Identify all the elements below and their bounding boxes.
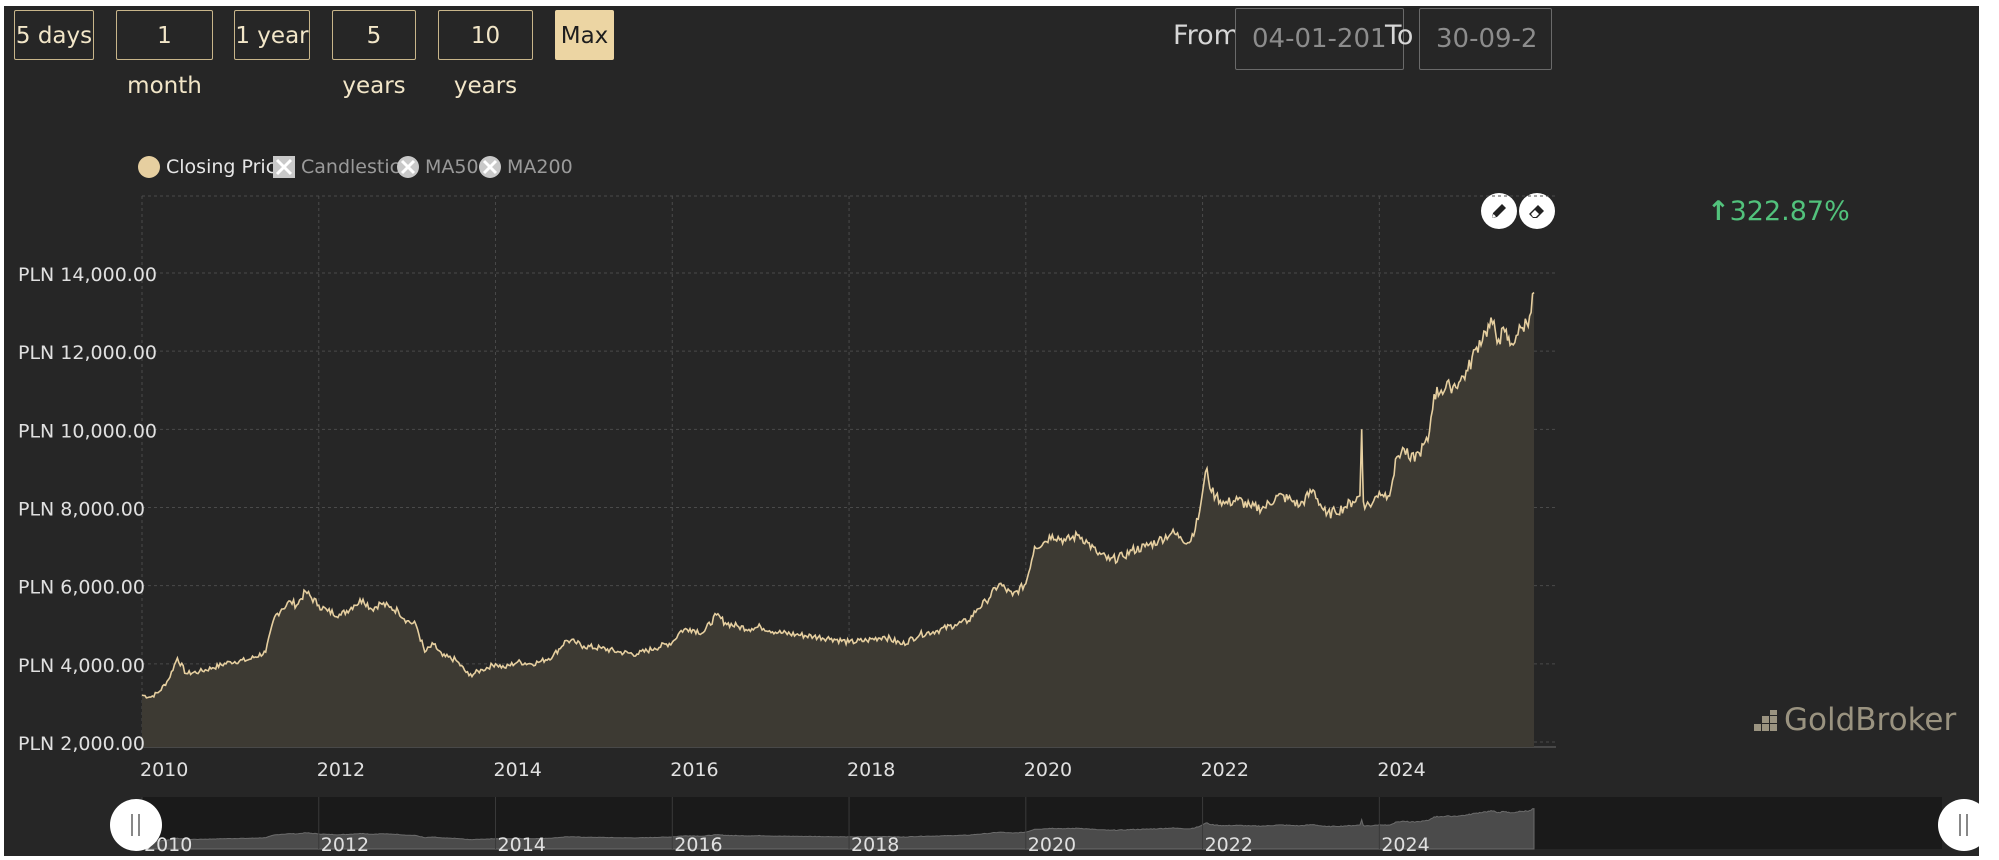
y-tick-label: PLN 10,000.00 xyxy=(18,420,157,442)
crossed-circle-icon xyxy=(397,156,419,178)
x-tick-label: 2016 xyxy=(670,759,718,781)
from-date-input[interactable] xyxy=(1235,8,1404,70)
legend-closing-price[interactable]: Closing Price xyxy=(137,152,288,182)
legend-ma50[interactable]: MA50 xyxy=(396,152,479,182)
legend-closing-price-label: Closing Price xyxy=(166,156,288,178)
x-tick-label: 2018 xyxy=(847,759,895,781)
range-1-year-button[interactable]: 1 year xyxy=(234,10,310,60)
price-chart[interactable]: PLN 2,000.00 PLN 4,000.00 PLN 6,000.00 PLN … xyxy=(4,6,1979,856)
crossed-square-icon xyxy=(273,156,295,178)
y-tick-label: PLN 2,000.00 xyxy=(18,733,145,755)
x-tick-label: 2022 xyxy=(1201,759,1249,781)
y-tick-label: PLN 12,000.00 xyxy=(18,342,157,364)
goldbroker-watermark: GoldBroker xyxy=(1754,702,1956,738)
y-tick-label: PLN 6,000.00 xyxy=(18,577,145,599)
navigator-x-tick-label: 2018 xyxy=(851,834,899,856)
navigator-x-tick-label: 2012 xyxy=(321,834,369,856)
navigator-x-tick-label: 2022 xyxy=(1205,834,1253,856)
range-5-days-button[interactable]: 5 days xyxy=(14,10,94,60)
navigator-x-tick-label: 2016 xyxy=(674,834,722,856)
x-tick-label: 2024 xyxy=(1377,759,1425,781)
to-date-input[interactable] xyxy=(1419,8,1552,70)
y-tick-label: PLN 4,000.00 xyxy=(18,655,145,677)
legend-candlestick[interactable]: Candlestick xyxy=(272,152,411,182)
legend-ma50-label: MA50 xyxy=(425,156,479,178)
pencil-icon xyxy=(1492,204,1506,218)
erase-button[interactable] xyxy=(1519,193,1555,229)
circle-icon xyxy=(138,156,160,178)
chart-widget: 5 days 1 month 1 year 5 years 10 years M… xyxy=(4,6,1979,856)
range-max-button[interactable]: Max xyxy=(555,10,614,60)
navigator-x-tick-label: 2024 xyxy=(1381,834,1429,856)
navigator-x-tick-label: 2014 xyxy=(498,834,546,856)
draw-button[interactable] xyxy=(1481,193,1517,229)
arrow-up-icon: ↑ xyxy=(1707,196,1730,227)
price-change-indicator: ↑322.87% xyxy=(1707,196,1850,227)
eraser-icon xyxy=(1529,205,1544,218)
x-tick-label: 2014 xyxy=(494,759,542,781)
closing-price-area xyxy=(142,292,1534,747)
x-tick-label: 2012 xyxy=(317,759,365,781)
x-tick-label: 2020 xyxy=(1024,759,1072,781)
legend-ma200-label: MA200 xyxy=(507,156,573,178)
range-1-month-button[interactable]: 1 month xyxy=(116,10,213,99)
legend-ma200[interactable]: MA200 xyxy=(478,152,573,182)
range-5-years-button[interactable]: 5 years xyxy=(332,10,416,99)
range-10-years-button[interactable]: 10 years xyxy=(438,10,533,99)
navigator-x-tick-label: 2020 xyxy=(1028,834,1076,856)
y-tick-label: PLN 14,000.00 xyxy=(18,264,157,286)
goldbroker-logo-icon xyxy=(1754,710,1777,731)
navigator-left-handle[interactable] xyxy=(110,799,162,851)
watermark-text: GoldBroker xyxy=(1784,702,1957,738)
price-change-value: 322.87% xyxy=(1729,196,1850,227)
navigator-right-handle[interactable] xyxy=(1938,799,1979,851)
legend-candlestick-label: Candlestick xyxy=(301,156,412,178)
from-label: From xyxy=(1173,20,1240,51)
x-tick-label: 2010 xyxy=(140,759,188,781)
y-tick-label: PLN 8,000.00 xyxy=(18,499,145,521)
closing-price-line xyxy=(141,291,1535,699)
crossed-circle-icon xyxy=(479,156,501,178)
to-label: To xyxy=(1385,20,1414,51)
navigator-series xyxy=(141,808,1535,850)
